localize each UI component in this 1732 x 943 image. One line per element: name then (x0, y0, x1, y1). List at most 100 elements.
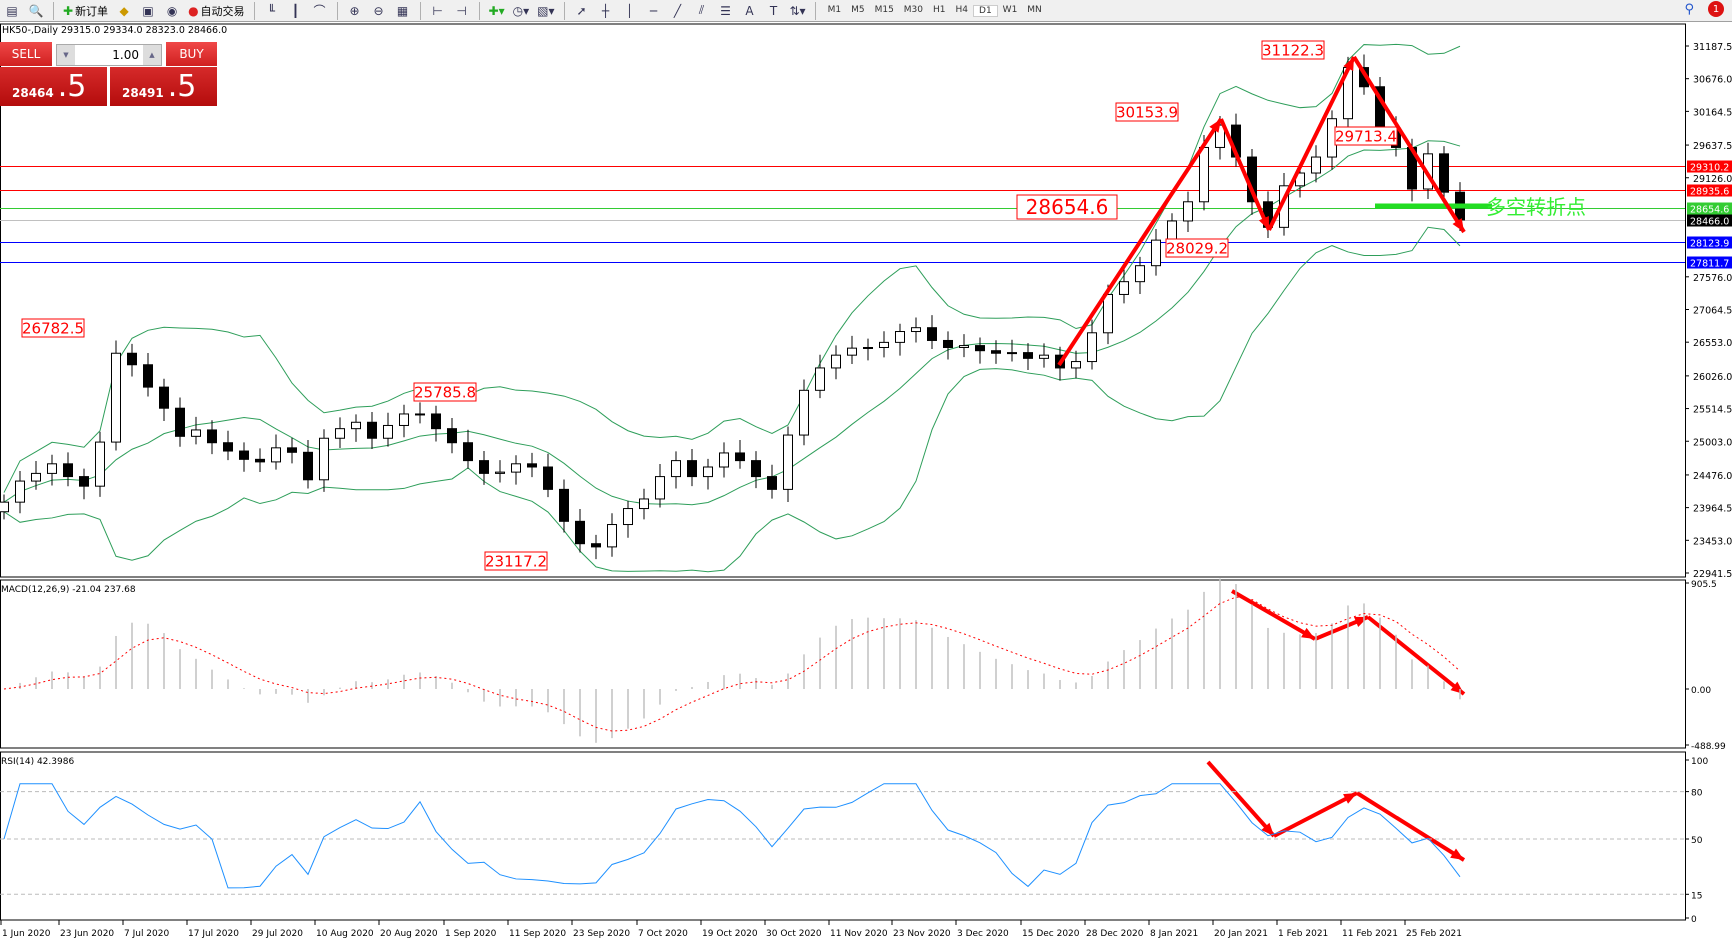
rsi-divergence-arrow-segment (1273, 791, 1358, 838)
timeframe-m30[interactable]: M30 (903, 4, 924, 15)
candle-bull (831, 354, 841, 369)
horizontal-line-icon[interactable]: ─ (649, 3, 658, 18)
lot-increase-button[interactable]: ▲ (143, 45, 161, 65)
price-annotation-box (1334, 126, 1398, 146)
candle-bear (463, 442, 473, 462)
channel-icon[interactable]: ⫽ (698, 3, 705, 17)
vertical-line-icon[interactable]: │ (625, 3, 634, 18)
templates-icon[interactable]: ▧▾ (537, 3, 555, 18)
price-level-badge (1687, 236, 1732, 249)
auto-trading-icon: ● (188, 3, 199, 18)
lot-decrease-button[interactable]: ▼ (57, 45, 75, 65)
candle-bear (127, 352, 137, 366)
date-tick-label: 10 Aug 2020 (316, 929, 374, 939)
auto-trading-button[interactable]: ● 自动交易 (186, 1, 246, 21)
price-wave-arrow-arrowhead (1258, 216, 1269, 230)
candle-bear (287, 447, 297, 453)
candle-bull (911, 327, 921, 333)
line-chart-icon[interactable]: ⌒ (313, 4, 326, 18)
candle-bear (543, 466, 553, 490)
zoom-history-icon[interactable]: 🔍 (28, 3, 44, 18)
toolbar-divider (53, 1, 54, 20)
cursor-icon[interactable]: ➚ (576, 3, 587, 18)
candle-bull (799, 389, 809, 436)
candlestick-icon[interactable]: ┃ (291, 3, 300, 18)
price-annotation-box (413, 382, 477, 402)
timeframe-w1[interactable]: W1 (1002, 4, 1018, 15)
text-label-icon[interactable]: T (769, 3, 778, 18)
text-icon[interactable]: A (745, 3, 754, 18)
candle-bull (111, 352, 121, 443)
indicators-icon[interactable]: ✚▾ (488, 3, 505, 18)
terminal-icon[interactable]: ▣ (142, 3, 154, 18)
bollinger-lower (3, 226, 1461, 573)
timeframe-m15[interactable]: M15 (874, 4, 894, 15)
price-tick-label: 29637.5 (1693, 141, 1732, 152)
candle-bear (927, 327, 937, 341)
timeframe-m1[interactable]: M1 (827, 4, 842, 15)
price-annotation-box (1165, 238, 1229, 258)
macd-label: MACD(12,26,9) -21.04 237.68 (1, 585, 136, 595)
candle-bull (511, 463, 521, 473)
signals-icon[interactable]: ◉ (166, 3, 178, 18)
price-tick-label: 31187.5 (1693, 42, 1732, 53)
turning-point-text: 多空转折点 (1486, 195, 1586, 219)
lot-input[interactable]: 1.00 (112, 48, 139, 62)
rsi-tick-label: 80 (1691, 789, 1703, 799)
macd-signal-line (3, 596, 1461, 732)
timeframe-h4[interactable]: H4 (955, 4, 969, 15)
candle-bear (767, 476, 777, 490)
date-tick-label: 17 Jul 2020 (188, 929, 239, 939)
timeframe-d1[interactable]: D1 (973, 4, 998, 17)
zoom-out-icon[interactable]: ⊖ (373, 3, 384, 18)
date-tick-label: 25 Feb 2021 (1406, 929, 1462, 939)
fibonacci-icon[interactable]: ☰ (720, 3, 731, 18)
trendline-icon[interactable]: ╱ (673, 3, 682, 18)
price-annotation: 28029.2 (1166, 239, 1228, 257)
macd-divergence-arrow-segment (1366, 615, 1466, 696)
candle-bull (623, 508, 633, 526)
bar-chart-icon[interactable]: ╙ (267, 3, 276, 18)
crosshair-icon[interactable]: ┼ (601, 3, 610, 18)
rsi-divergence-arrow-segment (1355, 791, 1466, 862)
price-tick-label: 24476.0 (1693, 471, 1732, 482)
chart-canvas[interactable]: 31187.5 30676.0 30164.5 29637.5 29126.0 27576… (0, 22, 1732, 943)
auto-scroll-icon[interactable]: ⊢ (432, 3, 443, 18)
zoom-in-icon[interactable]: ⊕ (349, 3, 360, 18)
search-icon[interactable]: ⚲ (1684, 1, 1694, 17)
sell-price-button[interactable]: 28464.5 (0, 67, 107, 106)
timeframe-mn[interactable]: MN (1027, 4, 1042, 15)
chart-shift-icon[interactable]: ⊣ (456, 3, 467, 18)
date-tick-label: 1 Jun 2020 (2, 929, 51, 939)
candle-bull (815, 367, 825, 391)
price-wave-arrow-segment (1057, 117, 1223, 367)
buy-price-button[interactable]: 28491.5 (110, 67, 217, 106)
rsi-divergence-arrow-arrowhead (1343, 793, 1357, 804)
candle-bull (1199, 146, 1209, 203)
date-tick-label: 30 Oct 2020 (766, 929, 822, 939)
candle-bull (319, 437, 329, 481)
candle-bull (335, 428, 345, 439)
price-tick-label: 27576.0 (1693, 273, 1732, 284)
candle-bear (1023, 352, 1033, 359)
arrows-icon[interactable]: ⇅▾ (789, 3, 806, 18)
new-order-button[interactable]: ✚ 新订单 (61, 1, 110, 21)
candle-bear (687, 460, 697, 478)
date-tick-label: 20 Jan 2021 (1214, 929, 1268, 939)
candle-bull (1039, 354, 1049, 359)
chart-title: HK50-,Daily 29315.0 29334.0 28323.0 2846… (2, 25, 228, 36)
sell-button[interactable]: SELL (0, 42, 52, 66)
timeframe-m5[interactable]: M5 (851, 4, 865, 15)
price-annotation: 30153.9 (1116, 103, 1178, 121)
price-level-label: 28654.6 (1690, 205, 1729, 216)
notification-badge[interactable]: 1 (1708, 1, 1724, 17)
macd-tick-label: 0.00 (1691, 686, 1711, 696)
file-icon[interactable]: ▤ (6, 3, 18, 18)
periods-icon[interactable]: ◷▾ (512, 3, 530, 18)
buy-button[interactable]: BUY (166, 42, 217, 66)
timeframe-h1[interactable]: H1 (933, 4, 946, 15)
meta-editor-icon[interactable]: ◆ (119, 3, 129, 18)
date-tick-label: 11 Feb 2021 (1342, 929, 1398, 939)
tile-windows-icon[interactable]: ▦ (396, 3, 409, 18)
candle-bear (303, 451, 313, 481)
